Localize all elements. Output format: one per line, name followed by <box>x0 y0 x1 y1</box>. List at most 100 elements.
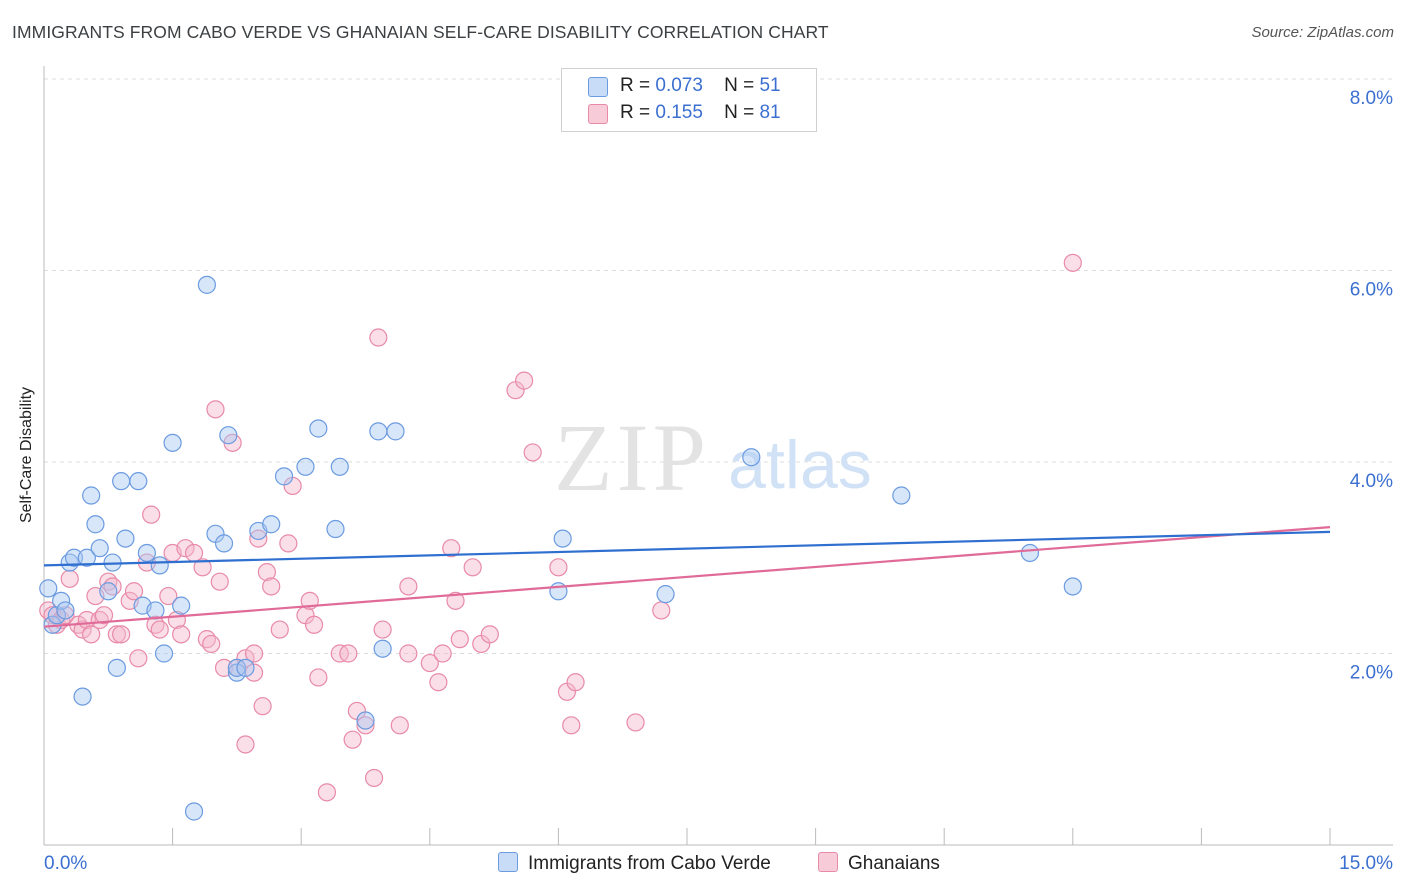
ghanaians-point <box>390 716 409 735</box>
ghanaians-point <box>446 591 465 610</box>
cabo-verde-point <box>39 579 58 598</box>
legend-swatch-pink <box>588 104 608 124</box>
ghanaians-point <box>356 716 375 735</box>
ghanaians-point <box>626 713 645 732</box>
cabo-verde-point <box>77 548 96 567</box>
trend-lines <box>43 526 1331 628</box>
y-tick-label: 6.0% <box>1350 280 1393 301</box>
cabo-verde-points <box>39 275 1082 821</box>
ghanaians-point <box>442 539 461 558</box>
ghanaians-point <box>523 443 542 462</box>
legend-swatch-blue <box>588 77 608 97</box>
ghanaians-point <box>176 539 195 558</box>
y-tick-label: 2.0% <box>1350 663 1393 684</box>
cabo-verde-point <box>373 639 392 658</box>
cabo-verde-point <box>112 472 131 491</box>
cabo-verde-point <box>146 601 165 620</box>
ghanaians-point <box>206 400 225 419</box>
grid-lines <box>44 78 1393 654</box>
cabo-verde-point <box>184 802 204 821</box>
bottom-legend-label-cabo-verde: Immigrants from Cabo Verde <box>528 853 771 874</box>
y-tick-label: 4.0% <box>1350 471 1393 492</box>
watermark: ZIP atlas <box>554 404 872 511</box>
ghanaians-point <box>304 615 324 634</box>
cabo-verde-point <box>86 515 105 534</box>
cabo-verde-point <box>553 529 572 548</box>
cabo-verde-point <box>150 556 169 575</box>
ghanaians-point <box>94 606 114 625</box>
bottom-legend-ghanaians: Ghanaians <box>818 852 940 875</box>
ghanaians-point <box>515 371 534 390</box>
watermark-atlas: atlas <box>728 427 872 503</box>
cabo-verde-point <box>52 591 71 610</box>
cabo-verde-point <box>56 601 75 620</box>
ghanaians-point <box>480 625 499 644</box>
cabo-verde-point <box>656 585 675 604</box>
ghanaians-point <box>202 634 221 654</box>
source-label: Source: ZipAtlas.com <box>1251 24 1394 41</box>
ghanaians-point <box>566 673 585 692</box>
ghanaians-point <box>279 534 298 553</box>
ghanaians-point <box>142 505 161 524</box>
ghanaians-point <box>159 586 178 606</box>
y-tick-label: 8.0% <box>1350 88 1393 109</box>
ghanaians-point <box>112 625 131 644</box>
legend-r-label: R = <box>620 75 651 96</box>
ghanaians-point <box>309 668 328 687</box>
legend-n-label: N = <box>724 75 755 96</box>
ghanaians-point <box>369 328 388 347</box>
cabo-verde-point <box>1063 577 1082 596</box>
ghanaians-point <box>399 577 418 596</box>
cabo-verde-point <box>309 419 328 438</box>
ghanaians-point <box>124 582 144 601</box>
correlation-legend: R = 0.073 N = 51 R = 0.155 N = 81 <box>561 68 817 132</box>
legend-n-value-pink: 81 <box>759 102 781 123</box>
ghanaians-point <box>343 730 362 749</box>
cabo-verde-point <box>386 422 405 441</box>
cabo-verde-point <box>47 606 66 625</box>
cabo-verde-trend-line <box>43 530 1331 567</box>
x-tick-label-max: 15.0% <box>1339 853 1393 874</box>
cabo-verde-point <box>742 448 761 467</box>
ghanaians-point <box>433 644 452 663</box>
tick-labels: 2.0% 4.0% 6.0% 8.0% 0.0% 15.0% <box>44 88 1393 874</box>
ghanaians-point <box>652 601 671 620</box>
ghanaians-point <box>82 625 101 644</box>
ghanaians-point <box>317 783 337 802</box>
legend-r-label: R = <box>620 102 651 123</box>
cabo-verde-point <box>82 486 101 505</box>
cabo-verde-point <box>326 519 345 539</box>
cabo-verde-point <box>262 515 281 534</box>
ghanaians-point <box>253 697 272 716</box>
cabo-verde-point <box>236 658 255 677</box>
cabo-verde-point <box>1020 543 1040 563</box>
cabo-verde-point <box>116 529 135 548</box>
legend-n-value-blue: 51 <box>759 75 781 96</box>
cabo-verde-point <box>274 467 294 486</box>
bottom-legend-swatch-blue <box>498 852 518 872</box>
bottom-legend-swatch-pink <box>818 852 838 872</box>
ghanaians-point <box>373 620 392 639</box>
ghanaians-point <box>270 620 289 639</box>
cabo-verde-point <box>73 687 92 706</box>
cabo-verde-point <box>219 426 238 445</box>
bottom-legend-label-ghanaians: Ghanaians <box>848 853 940 874</box>
ghanaians-point <box>107 625 126 644</box>
ghanaians-point <box>450 630 469 649</box>
cabo-verde-point <box>356 711 375 730</box>
cabo-verde-point <box>197 275 216 294</box>
cabo-verde-point <box>172 596 191 615</box>
ghanaians-point <box>172 625 191 644</box>
ghanaians-point <box>249 529 268 548</box>
ghanaians-point <box>210 572 229 591</box>
cabo-verde-point <box>154 644 174 663</box>
ghanaians-point <box>364 768 384 788</box>
ghanaians-point <box>420 653 439 673</box>
cabo-verde-point <box>99 582 118 601</box>
ghanaians-point <box>257 563 277 582</box>
ghanaians-point <box>562 716 581 735</box>
ghanaians-point <box>193 558 212 577</box>
cabo-verde-point <box>369 422 388 441</box>
ghanaians-point <box>150 620 169 639</box>
